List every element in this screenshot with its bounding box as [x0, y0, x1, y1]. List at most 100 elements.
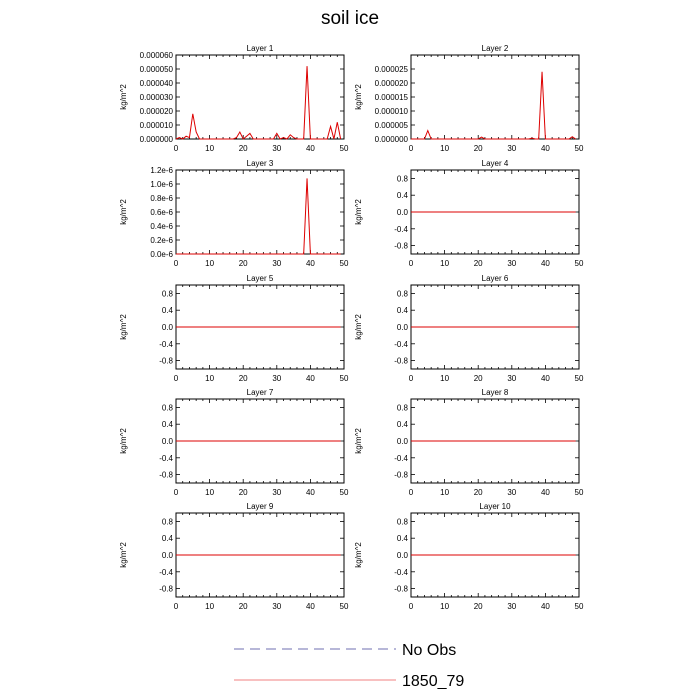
panel-8-ytick-label: -0.8 [394, 471, 408, 480]
panel-9-ylabel: kg/m^2 [119, 542, 128, 568]
panel-10-xtick-label: 10 [440, 602, 449, 611]
panel-7-xtick-label: 40 [306, 488, 315, 497]
panel-2-ytick-label: 0.000000 [375, 135, 409, 144]
panel-1-ytick-label: 0.000010 [140, 121, 174, 130]
panel-3-ytick-label: 0.0e-6 [150, 250, 173, 259]
panel-8-ytick-label: 0.8 [397, 403, 409, 412]
panel-1-xtick-label: 50 [340, 144, 349, 153]
panel-4-xtick-label: 30 [507, 259, 516, 268]
panel-1-ytick-label: 0.000050 [140, 65, 174, 74]
panel-6-xtick-label: 30 [507, 374, 516, 383]
panel-2-ytick-label: 0.000025 [375, 65, 409, 74]
panel-6-ytick-label: 0.8 [397, 289, 409, 298]
panel-4-ytick-label: 0.4 [397, 191, 409, 200]
panel-2-xtick-label: 50 [575, 144, 584, 153]
panel-10-title: Layer 10 [479, 502, 511, 511]
panel-5-xtick-label: 0 [174, 374, 179, 383]
panel-1-ylabel: kg/m^2 [119, 84, 128, 110]
panel-9-xtick-label: 0 [174, 602, 179, 611]
panel-4-xtick-label: 50 [575, 259, 584, 268]
panel-9-title: Layer 9 [247, 502, 274, 511]
panel-10-ytick-label: -0.4 [394, 568, 408, 577]
panel-10-ytick-label: 0.4 [397, 534, 409, 543]
panel-3-xtick-label: 40 [306, 259, 315, 268]
panel-2-xtick-label: 20 [474, 144, 483, 153]
panel-5-xtick-label: 20 [239, 374, 248, 383]
panel-10-xtick-label: 40 [541, 602, 550, 611]
panel-2-xtick-label: 30 [507, 144, 516, 153]
panel-6-title: Layer 6 [482, 274, 509, 283]
panel-3-ytick-label: 0.8e-6 [150, 194, 173, 203]
panel-1-ytick-label: 0.000060 [140, 51, 174, 60]
panel-6-ytick-label: 0.0 [397, 323, 409, 332]
panel-4-xtick-label: 10 [440, 259, 449, 268]
panel-8-ylabel: kg/m^2 [354, 428, 363, 454]
panel-1-xtick-label: 20 [239, 144, 248, 153]
panel-2-xtick-label: 0 [409, 144, 414, 153]
panel-3-xtick-label: 20 [239, 259, 248, 268]
panel-8-xtick-label: 0 [409, 488, 414, 497]
panel-4-ytick-label: -0.4 [394, 225, 408, 234]
panel-3-ytick-label: 1.0e-6 [150, 180, 173, 189]
panel-7-xtick-label: 30 [272, 488, 281, 497]
panel-7-title: Layer 7 [247, 388, 274, 397]
panel-1-ytick-label: 0.000000 [140, 135, 174, 144]
panel-1-ytick-label: 0.000030 [140, 93, 174, 102]
panel-8-ytick-label: 0.4 [397, 420, 409, 429]
panel-1-frame [175, 54, 345, 140]
panel-10-xtick-label: 50 [575, 602, 584, 611]
panel-2-ytick-label: 0.000015 [375, 93, 409, 102]
panel-2-ytick-label: 0.000020 [375, 79, 409, 88]
panel-8-xtick-label: 50 [575, 488, 584, 497]
panel-5-ylabel: kg/m^2 [119, 314, 128, 340]
panel-3-frame [175, 169, 345, 255]
panel-10-xtick-label: 30 [507, 602, 516, 611]
panel-1-ytick-label: 0.000040 [140, 79, 174, 88]
panel-8-xtick-label: 10 [440, 488, 449, 497]
panel-4-ytick-label: 0.0 [397, 208, 409, 217]
panel-9-xtick-label: 40 [306, 602, 315, 611]
panel-1-xtick-label: 10 [205, 144, 214, 153]
panel-2-series-line [411, 71, 576, 140]
panel-5-ytick-label: -0.8 [159, 357, 173, 366]
panel-2-ytick-label: 0.000005 [375, 121, 409, 130]
panel-8-ytick-label: -0.4 [394, 454, 408, 463]
panel-2-frame [410, 54, 580, 140]
panel-6-xtick-label: 10 [440, 374, 449, 383]
panel-7-xtick-label: 10 [205, 488, 214, 497]
panel-9-ytick-label: -0.8 [159, 585, 173, 594]
panel-7-xtick-label: 50 [340, 488, 349, 497]
panel-3-ytick-label: 1.2e-6 [150, 166, 173, 175]
panel-10-ytick-label: 0.8 [397, 517, 409, 526]
panel-5-xtick-label: 10 [205, 374, 214, 383]
panel-9-xtick-label: 10 [205, 602, 214, 611]
panel-2-ylabel: kg/m^2 [354, 84, 363, 110]
panel-5-ytick-label: -0.4 [159, 340, 173, 349]
panel-3-ytick-label: 0.2e-6 [150, 236, 173, 245]
panel-4-xtick-label: 20 [474, 259, 483, 268]
panel-3-series-line [176, 178, 341, 255]
panel-1-xtick-label: 30 [272, 144, 281, 153]
panel-7-ylabel: kg/m^2 [119, 428, 128, 454]
panel-3-xtick-label: 30 [272, 259, 281, 268]
panel-10-ytick-label: -0.8 [394, 585, 408, 594]
panel-7-xtick-label: 20 [239, 488, 248, 497]
panel-4-xtick-label: 0 [409, 259, 414, 268]
panel-3-xtick-label: 50 [340, 259, 349, 268]
panel-7-ytick-label: 0.4 [162, 420, 174, 429]
panel-3-ylabel: kg/m^2 [119, 199, 128, 225]
panel-5-xtick-label: 50 [340, 374, 349, 383]
panel-2-xtick-label: 10 [440, 144, 449, 153]
panel-1-ytick-label: 0.000020 [140, 107, 174, 116]
panel-5-xtick-label: 40 [306, 374, 315, 383]
panel-6-ylabel: kg/m^2 [354, 314, 363, 340]
panel-10-ytick-label: 0.0 [397, 551, 409, 560]
panel-6-xtick-label: 20 [474, 374, 483, 383]
legend-label-1: No Obs [402, 642, 456, 659]
panel-4-ytick-label: 0.8 [397, 174, 409, 183]
panel-1-title: Layer 1 [247, 44, 274, 53]
panel-5-xtick-label: 30 [272, 374, 281, 383]
panel-4-ytick-label: -0.8 [394, 242, 408, 251]
panel-6-ytick-label: -0.4 [394, 340, 408, 349]
panel-8-xtick-label: 40 [541, 488, 550, 497]
